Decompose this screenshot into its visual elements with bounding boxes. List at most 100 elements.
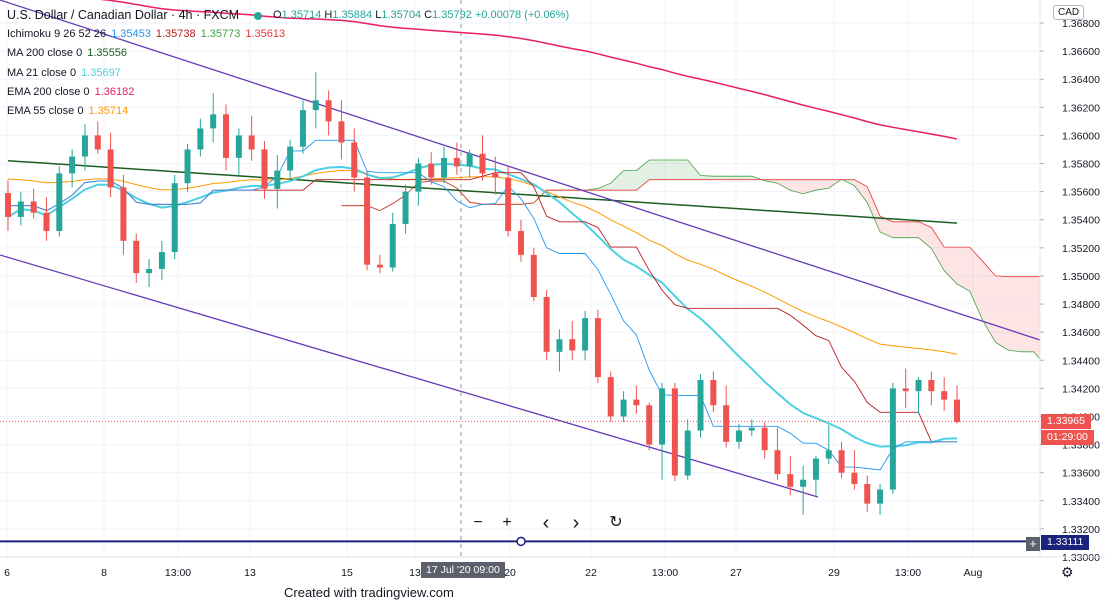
horizontal-level-tag: 1.33111: [1041, 535, 1090, 550]
candle-body: [312, 100, 319, 111]
candle-body: [902, 388, 909, 392]
indicator-legend-row[interactable]: EMA 200 close 0 1.36182: [7, 83, 569, 102]
indicator-value: 1.35773: [200, 28, 241, 41]
cloud-segment: [610, 170, 624, 191]
candle-body: [17, 201, 24, 217]
time-tick-label: 6: [4, 567, 10, 579]
add-level-button[interactable]: +: [1026, 537, 1040, 551]
indicator-legend-row[interactable]: MA 200 close 0 1.35556: [7, 44, 569, 63]
indicator-legend-list: Ichimoku 9 26 52 26 1.35453 1.35738 1.35773…: [7, 25, 569, 121]
cloud-segment: [1008, 276, 1022, 352]
candle-body: [466, 153, 473, 167]
price-tick-label: 1.33200: [1062, 524, 1100, 536]
candle-body: [877, 489, 884, 504]
price-tick-label: 1.36800: [1062, 18, 1100, 30]
cloud-segment: [905, 221, 919, 238]
price-tick-label: 1.35200: [1062, 243, 1100, 255]
currency-badge: CAD: [1053, 5, 1085, 20]
indicator-legend-row[interactable]: MA 21 close 0 1.35697: [7, 64, 569, 83]
candle-body: [94, 135, 101, 150]
scroll-forward-button[interactable]: ›: [572, 512, 580, 534]
candle-body: [671, 388, 678, 476]
candle-body: [402, 191, 409, 224]
price-tick-label: 1.36200: [1062, 102, 1100, 114]
candle-body: [659, 388, 666, 445]
candle-body: [723, 405, 730, 442]
time-axis[interactable]: 6 8 13:00 13 15 13 20 22 13:00 27 29 13:00 Aug: [0, 556, 1105, 579]
bar-countdown-tag: 01:29:00: [1041, 430, 1094, 445]
candle-body: [594, 318, 601, 378]
price-tick-label: 1.35400: [1062, 215, 1100, 227]
candle-body: [543, 297, 550, 352]
zoom-in-button[interactable]: +: [502, 514, 512, 531]
candle-body: [915, 379, 922, 392]
candle-body: [210, 114, 217, 129]
reset-chart-button[interactable]: ↻: [609, 514, 623, 531]
candle-body: [197, 128, 204, 150]
indicator-value: 1.35613: [245, 28, 286, 41]
cloud-segment: [662, 160, 675, 180]
candle-body: [941, 391, 948, 400]
cloud-segment: [931, 227, 945, 271]
candle-body: [338, 121, 345, 143]
candle-body: [287, 146, 294, 171]
time-tick-label: 8: [101, 567, 107, 579]
cloud-segment: [918, 221, 932, 249]
candle-body: [633, 399, 640, 406]
candle-body: [146, 268, 153, 274]
ohlc-readout: O1.35714 H1.35884 L1.35704 C1.35792 +0.0…: [273, 9, 570, 21]
candle-body: [453, 157, 460, 167]
ema200-line: [100, 0, 958, 140]
candle-body: [787, 474, 794, 487]
scroll-back-button[interactable]: ‹: [542, 512, 550, 534]
time-tick-label: 13: [409, 567, 421, 579]
candlestick-series: [5, 72, 960, 515]
candle-body: [492, 173, 499, 178]
cloud-segment: [597, 183, 611, 191]
cloud-segment: [649, 160, 663, 180]
time-tick-label: 13:00: [652, 567, 678, 579]
candle-body: [5, 193, 11, 217]
time-tick-label: 13:00: [895, 567, 921, 579]
candle-body: [697, 379, 704, 431]
price-tick-label: 1.35600: [1062, 187, 1100, 199]
zoom-out-button[interactable]: −: [473, 514, 483, 531]
price-tick-label: 1.35000: [1062, 271, 1100, 283]
price-tick-label: 1.33000: [1062, 552, 1100, 564]
cloud-segment: [636, 160, 650, 191]
indicator-value: 1.35738: [155, 28, 196, 41]
candle-body: [761, 427, 768, 451]
symbol-title[interactable]: U.S. Dollar / Canadian Dollar · 4h · FXC…: [7, 8, 240, 22]
cloud-segment: [880, 216, 893, 238]
candle-body: [889, 388, 896, 490]
cloud-segment: [687, 160, 701, 180]
candle-body: [812, 458, 819, 480]
candle-body: [620, 399, 627, 417]
indicator-label: Ichimoku 9 26 52 26: [7, 28, 107, 41]
cloud-segment: [790, 179, 804, 194]
cloud-segment: [713, 176, 727, 180]
candle-body: [325, 100, 332, 122]
time-tick-label: 15: [341, 567, 353, 579]
time-tick-label: 27: [730, 567, 742, 579]
candle-body: [825, 450, 832, 459]
cloud-segment: [674, 160, 688, 180]
candle-body: [505, 177, 512, 231]
candle-body: [81, 135, 88, 157]
candle-body: [607, 377, 614, 417]
candle-body: [479, 153, 486, 174]
gear-icon[interactable]: ⚙: [1061, 564, 1074, 580]
indicator-label: MA 200 close 0: [7, 47, 83, 60]
indicator-value: 1.36182: [94, 85, 135, 98]
price-axis[interactable]: 1.36800 1.36600 1.36400 1.36200 1.36000 1.358…: [1039, 0, 1105, 564]
last-price-tag: 1.33965: [1041, 414, 1091, 429]
market-open-icon: [254, 11, 263, 20]
cloud-segment: [957, 247, 970, 292]
price-tick-label: 1.36000: [1062, 130, 1100, 142]
cloud-segment: [995, 275, 1009, 351]
candle-body: [184, 149, 191, 184]
indicator-legend-row[interactable]: EMA 55 close 0 1.35714: [7, 102, 569, 121]
candle-body: [158, 252, 165, 269]
indicator-legend-row[interactable]: Ichimoku 9 26 52 26 1.35453 1.35738 1.35773…: [7, 25, 569, 44]
candle-body: [171, 183, 178, 253]
